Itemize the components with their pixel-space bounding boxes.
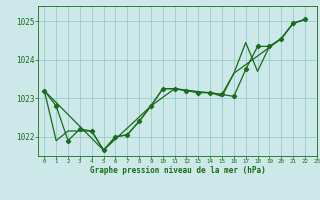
X-axis label: Graphe pression niveau de la mer (hPa): Graphe pression niveau de la mer (hPa) bbox=[90, 166, 266, 175]
